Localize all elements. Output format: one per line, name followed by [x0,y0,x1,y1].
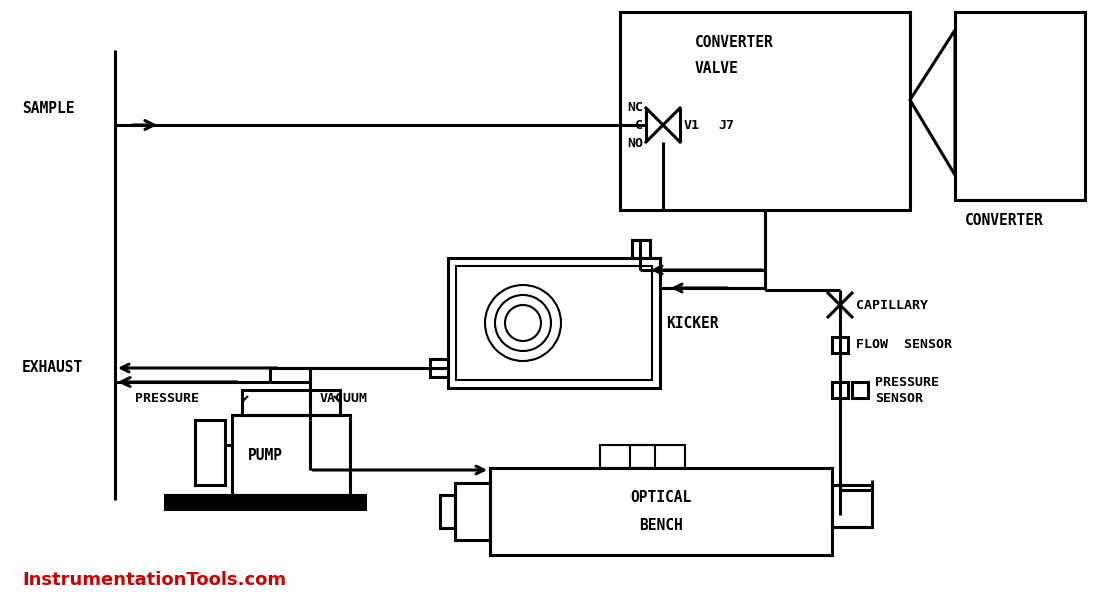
Bar [832,485,872,527]
Bar [955,12,1085,200]
Text: FLOW  SENSOR: FLOW SENSOR [856,339,953,352]
Bar [165,495,365,509]
Text: PRESSURE: PRESSURE [135,392,199,405]
Text: VACUUM: VACUUM [320,392,368,405]
Bar [194,420,225,485]
Bar [630,445,685,468]
Bar [632,240,650,258]
Text: PUMP: PUMP [248,447,283,462]
Text: KICKER: KICKER [666,315,718,330]
Bar [852,382,869,398]
Bar [832,337,848,353]
Text: OPTICAL: OPTICAL [630,490,692,506]
Text: BENCH: BENCH [639,518,683,534]
Bar [600,445,655,468]
Bar [455,483,490,540]
Text: NC: NC [627,101,643,114]
Bar [440,495,455,528]
Text: NO: NO [627,136,643,149]
Bar [490,468,832,555]
Text: J7: J7 [718,118,734,131]
Bar [232,415,350,495]
Bar [430,359,448,377]
Bar [242,390,340,415]
Bar [620,12,911,210]
Text: InstrumentationTools.com: InstrumentationTools.com [22,571,286,589]
Text: SENSOR: SENSOR [875,392,923,405]
Bar [832,382,848,398]
Bar [448,258,660,388]
Text: V1: V1 [684,118,699,131]
Text: SAMPLE: SAMPLE [22,101,74,115]
Text: CAPILLARY: CAPILLARY [856,299,928,312]
Text: CONVERTER: CONVERTER [965,212,1044,227]
Bar [456,266,652,380]
Text: VALVE: VALVE [695,61,739,76]
Text: CONVERTER: CONVERTER [695,35,773,49]
Text: PRESSURE: PRESSURE [875,375,939,389]
Text: C: C [635,118,643,131]
Text: EXHAUST: EXHAUST [22,361,83,375]
